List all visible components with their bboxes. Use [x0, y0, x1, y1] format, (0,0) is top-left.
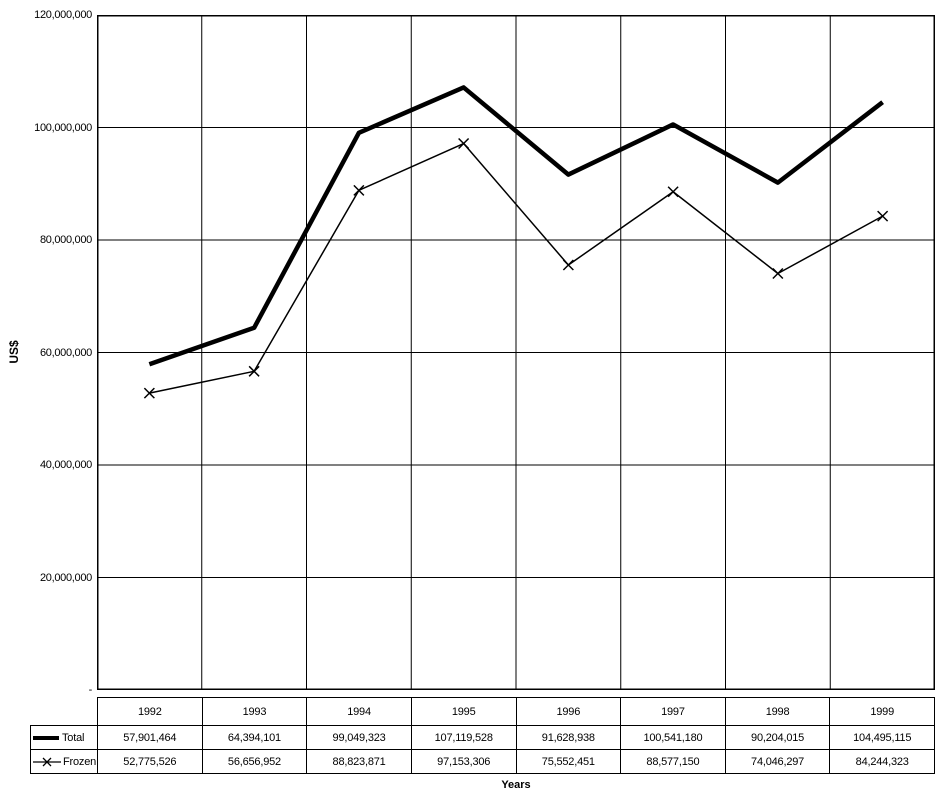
year-header-cell: 1997 — [620, 697, 726, 726]
y-axis-tick-label: 80,000,000 — [39, 234, 92, 246]
table-corner-cell — [31, 698, 98, 726]
value-cell: 74,046,297 — [724, 749, 831, 774]
year-header-cell: 1999 — [829, 697, 935, 726]
value-cell: 88,577,150 — [620, 749, 726, 774]
value-cell: 56,656,952 — [201, 749, 308, 774]
legend-cell: Total — [30, 725, 98, 750]
year-header-cell: 1994 — [306, 697, 412, 726]
year-header-cell: 1998 — [724, 697, 831, 726]
year-header-cell: 1993 — [201, 697, 308, 726]
value-cell: 52,775,526 — [97, 749, 203, 774]
value-cell: 99,049,323 — [306, 725, 412, 750]
value-cell: 90,204,015 — [724, 725, 831, 750]
series-label: Frozen — [63, 755, 97, 768]
table-row-total: Total 57,901,464 64,394,101 99,049,323 107,1… — [30, 725, 935, 750]
value-cell: 104,495,115 — [829, 725, 935, 750]
total-line-legend-marker — [33, 735, 59, 740]
value-cell: 107,119,528 — [410, 725, 517, 750]
x-marker-icon — [458, 137, 470, 150]
value-cell: 97,153,306 — [410, 749, 517, 774]
plot-border — [97, 15, 935, 690]
x-marker-icon — [772, 267, 784, 280]
value-cell: 91,628,938 — [515, 725, 622, 750]
frozen-line-legend-marker — [33, 757, 61, 767]
year-header-cell: 1992 — [97, 697, 203, 726]
y-axis-tick-label: - — [88, 684, 93, 696]
value-cell: 75,552,451 — [515, 749, 622, 774]
value-cell: 64,394,101 — [201, 725, 308, 750]
y-axis-title: US$ — [7, 340, 21, 364]
line-chart-plot-area — [97, 15, 935, 690]
value-cell: 88,823,871 — [306, 749, 412, 774]
y-axis-tick-label: 20,000,000 — [39, 571, 92, 584]
value-cell: 84,244,323 — [829, 749, 935, 774]
x-marker-icon — [248, 365, 260, 377]
year-header-cell: 1995 — [410, 697, 517, 726]
legend-cell: Frozen — [30, 749, 98, 774]
y-axis-tick-label: 40,000,000 — [39, 459, 92, 471]
y-axis-tick-label: 60,000,000 — [39, 346, 92, 359]
y-axis-tick-label: 100,000,000 — [34, 121, 92, 134]
frozen-series-line — [149, 142, 883, 394]
series-label: Total — [62, 731, 85, 744]
data-table: 1992 1993 1994 1995 1996 1997 1998 1999 Total 57,… — [30, 697, 935, 774]
x-marker-icon — [562, 259, 574, 271]
table-row-frozen: Frozen 52,775,526 56,656,952 88,823,871 97,1… — [30, 749, 935, 774]
year-header-cell: 1996 — [515, 697, 622, 726]
x-marker-icon — [143, 387, 155, 399]
table-header-row: 1992 1993 1994 1995 1996 1997 1998 1999 — [31, 697, 935, 726]
value-cell: 57,901,464 — [97, 725, 203, 750]
x-marker-icon — [667, 186, 679, 198]
x-marker-icon — [877, 210, 889, 222]
total-series-line — [148, 85, 884, 367]
x-marker-icon — [353, 184, 365, 196]
x-axis-title: Years — [501, 779, 531, 791]
value-cell: 100,541,180 — [620, 725, 726, 750]
y-axis-tick-label: 120,000,000 — [34, 9, 92, 21]
